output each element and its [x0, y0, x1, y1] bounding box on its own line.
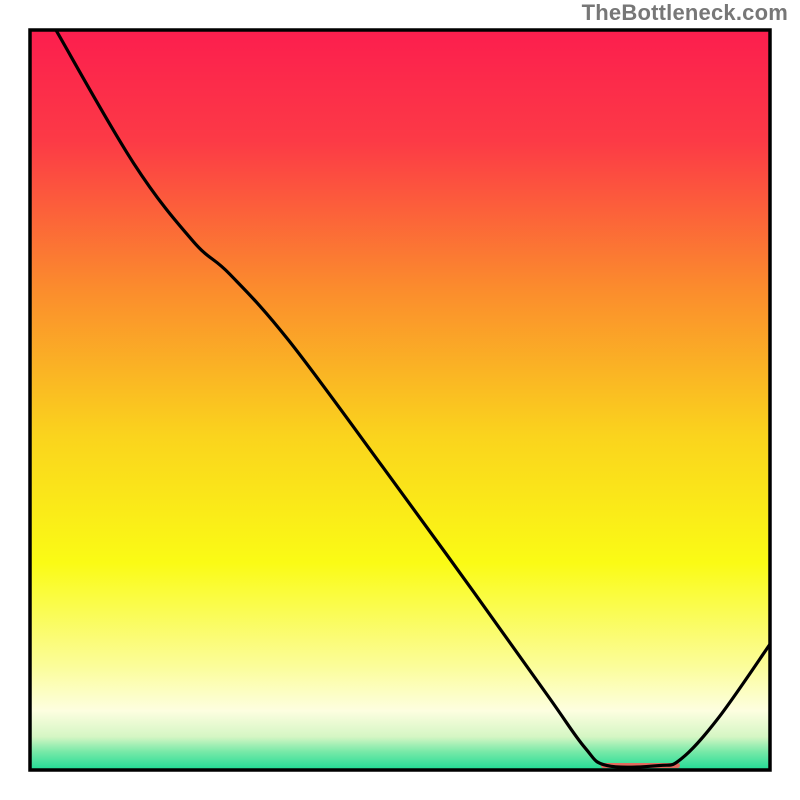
- bottleneck-chart: [0, 0, 800, 800]
- attribution-text: TheBottleneck.com: [582, 0, 788, 26]
- gradient-background: [30, 30, 770, 770]
